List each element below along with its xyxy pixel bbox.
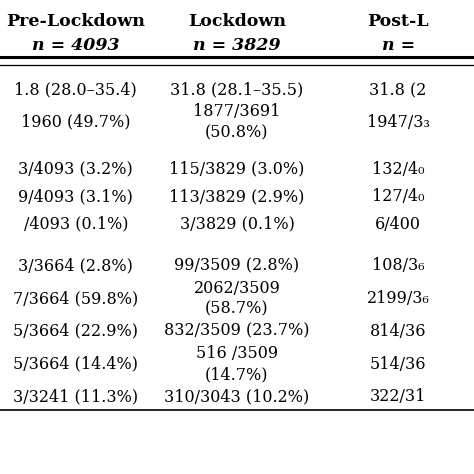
Text: 108/3₆: 108/3₆ (372, 257, 425, 274)
Text: n = 4093: n = 4093 (32, 36, 119, 54)
Text: 310/3043 (10.2%): 310/3043 (10.2%) (164, 388, 310, 405)
Text: 113/3829 (2.9%): 113/3829 (2.9%) (169, 188, 305, 205)
Text: Pre-Lockdown: Pre-Lockdown (7, 13, 145, 30)
Text: 127/4₀: 127/4₀ (372, 188, 424, 205)
Text: 31.8 (28.1–35.5): 31.8 (28.1–35.5) (170, 81, 304, 98)
Text: 1947/3₃: 1947/3₃ (367, 114, 429, 131)
Text: 115/3829 (3.0%): 115/3829 (3.0%) (169, 161, 305, 178)
Text: 3/3241 (11.3%): 3/3241 (11.3%) (13, 388, 138, 405)
Text: 99/3509 (2.8%): 99/3509 (2.8%) (174, 257, 300, 274)
Text: 3/3829 (0.1%): 3/3829 (0.1%) (180, 216, 294, 233)
Text: 2199/3₆: 2199/3₆ (367, 290, 429, 307)
Text: 3/3664 (2.8%): 3/3664 (2.8%) (18, 257, 133, 274)
Text: 3/4093 (3.2%): 3/4093 (3.2%) (18, 161, 133, 178)
Text: 6/400: 6/400 (375, 216, 421, 233)
Text: 516 /3509
(14.7%): 516 /3509 (14.7%) (196, 345, 278, 383)
Text: 132/4₀: 132/4₀ (372, 161, 424, 178)
Text: 322/31: 322/31 (370, 388, 426, 405)
Text: Lockdown: Lockdown (188, 13, 286, 30)
Text: n =: n = (382, 36, 415, 54)
Text: n = 3829: n = 3829 (193, 36, 281, 54)
Text: 1960 (49.7%): 1960 (49.7%) (21, 114, 131, 131)
Text: 9/4093 (3.1%): 9/4093 (3.1%) (18, 188, 133, 205)
Text: 31.8 (2: 31.8 (2 (369, 81, 427, 98)
Text: 2062/3509
(58.7%): 2062/3509 (58.7%) (193, 280, 281, 318)
Text: 1.8 (28.0–35.4): 1.8 (28.0–35.4) (15, 81, 137, 98)
Text: 1877/3691
(50.8%): 1877/3691 (50.8%) (193, 103, 281, 141)
Text: /4093 (0.1%): /4093 (0.1%) (24, 216, 128, 233)
Text: 832/3509 (23.7%): 832/3509 (23.7%) (164, 323, 310, 340)
Text: 5/3664 (14.4%): 5/3664 (14.4%) (13, 356, 138, 373)
Text: Post-L: Post-L (367, 13, 429, 30)
Text: 5/3664 (22.9%): 5/3664 (22.9%) (13, 323, 138, 340)
Text: 514/36: 514/36 (370, 356, 427, 373)
Text: 7/3664 (59.8%): 7/3664 (59.8%) (13, 290, 138, 307)
Text: 814/36: 814/36 (370, 323, 427, 340)
